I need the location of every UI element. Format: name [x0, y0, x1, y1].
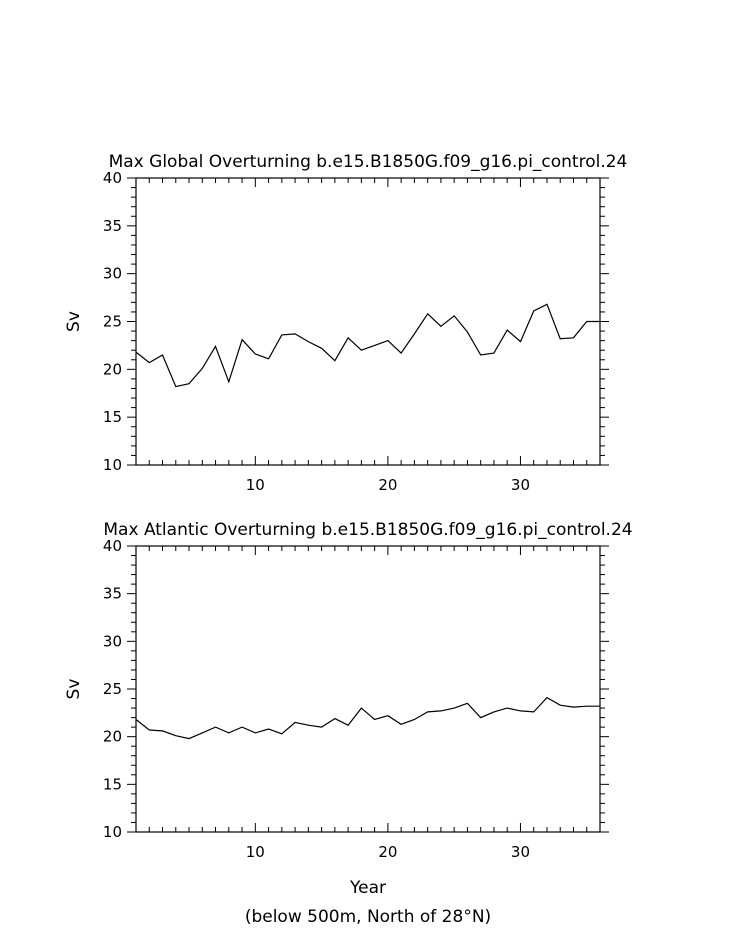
y-tick-label: 35	[103, 585, 122, 603]
series-line-1	[135, 303, 600, 388]
y-tick-label: 10	[103, 823, 122, 841]
footnote: (below 500m, North of 28°N)	[245, 907, 491, 927]
y-tick-label: 30	[103, 632, 122, 650]
x-tick-label: 10	[246, 843, 265, 861]
x-tick-label: 20	[378, 843, 397, 861]
y-tick-label: 40	[103, 169, 122, 187]
y-tick-label: 20	[103, 360, 122, 378]
y-tick-label: 20	[103, 728, 122, 746]
x-tick-label: 10	[246, 476, 265, 494]
y-axis-label: Sv	[64, 679, 84, 700]
y-tick-label: 10	[103, 456, 122, 474]
y-tick-label: 15	[103, 775, 122, 793]
y-tick-label: 35	[103, 217, 122, 235]
y-tick-label: 30	[103, 265, 122, 283]
y-tick-label: 25	[103, 313, 122, 331]
plot-frame	[135, 545, 601, 833]
series-line-1	[135, 696, 600, 740]
x-tick-label: 30	[511, 843, 530, 861]
y-tick-label: 15	[103, 408, 122, 426]
chart-title: Max Global Overturning b.e15.B1850G.f09_…	[109, 152, 628, 172]
y-axis-label: Sv	[64, 311, 84, 332]
x-tick-label: 30	[511, 476, 530, 494]
y-tick-label: 25	[103, 680, 122, 698]
y-tick-label: 40	[103, 537, 122, 555]
plot-frame	[135, 177, 601, 466]
x-tick-label: 20	[378, 476, 397, 494]
x-axis-label: Year	[349, 878, 386, 898]
chart-title: Max Atlantic Overturning b.e15.B1850G.f0…	[103, 520, 632, 540]
